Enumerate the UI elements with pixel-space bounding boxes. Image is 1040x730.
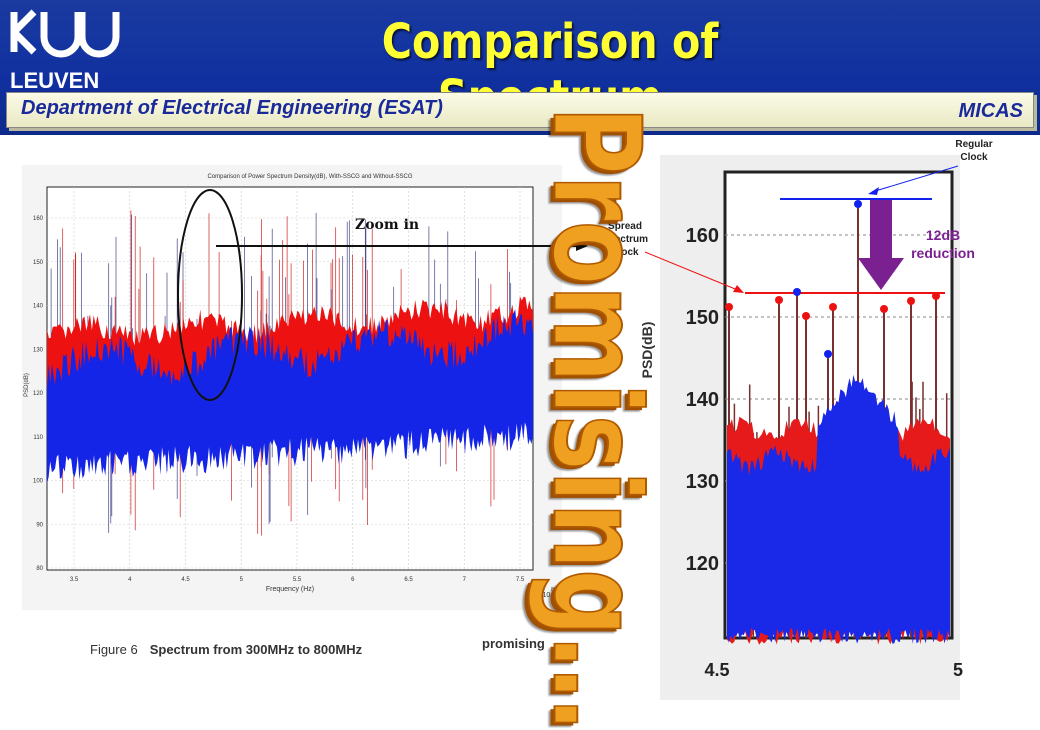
peak-marker: [932, 292, 940, 300]
left-x-tick-label: 7: [463, 577, 467, 583]
reduction-label-line2: reduction: [911, 245, 975, 261]
reg-label-line1: Regular: [955, 139, 993, 150]
zoom-arrowhead: [576, 241, 588, 251]
ssc-label-line1: Spread: [608, 221, 642, 232]
promising-wordart: Promising…: [525, 105, 666, 730]
peak-marker: [880, 305, 888, 313]
peak-marker: [907, 297, 915, 305]
peak-marker: [725, 303, 733, 311]
ssc-label-line2: Spectrum: [601, 234, 649, 245]
right-y-tick-label: 150: [686, 307, 719, 329]
figure-caption: Figure 6 Spectrum from 300MHz to 800MHz: [90, 642, 362, 657]
left-x-multiplier: x 10: [537, 592, 550, 599]
ssc-label-line3: Clock: [611, 247, 639, 258]
right-y-tick-label: 140: [686, 389, 719, 411]
department-text: Department of Electrical Engineering (ES…: [21, 97, 443, 119]
peak-marker: [802, 312, 810, 320]
left-x-tick-label: 4.5: [181, 577, 190, 583]
peak-marker: [793, 288, 801, 296]
left-y-tick-label: 90: [36, 522, 43, 528]
reduction-label-line1: 12dB: [925, 227, 961, 243]
peak-marker: [824, 350, 832, 358]
reduction-arrow: [858, 200, 904, 290]
left-y-tick-label: 160: [33, 216, 44, 222]
left-y-axis-label: PSD(dB): [24, 373, 30, 397]
peak-marker: [854, 200, 862, 208]
regular-clock-arrowhead: [868, 187, 879, 195]
zoom-ellipse: [177, 189, 243, 401]
regular-spectrum-band: [47, 309, 533, 484]
peak-marker: [829, 303, 837, 311]
left-y-tick-label: 100: [33, 479, 44, 485]
left-x-ticks: 3.5 4 4.5 5 5.5 6 6.5 7 7.5: [70, 577, 525, 583]
left-y-tick-label: 120: [33, 391, 44, 397]
left-y-tick-label: 110: [33, 435, 43, 441]
logo-text: LEUVEN: [10, 68, 99, 92]
left-x-tick-label: 3.5: [70, 577, 79, 583]
left-x-axis-label: Frequency (Hz): [266, 586, 314, 593]
right-regular-band: [727, 374, 950, 644]
left-y-ticks: 160 150 140 130 120 110 100 90 80: [33, 216, 44, 572]
right-y-ticks: 160 150 140 130 120: [686, 225, 719, 575]
left-x-tick-label: 6.5: [404, 577, 413, 583]
regular-clock-label: Regular Clock: [944, 138, 1004, 164]
figure-caption-text: Spectrum from 300MHz to 800MHz: [149, 642, 363, 657]
ssc-pointer: [644, 251, 741, 292]
right-x-tick-2: 5: [953, 660, 963, 680]
left-y-tick-label: 130: [33, 347, 44, 353]
header-banner: LEUVEN Comparison of Spectrum Department…: [0, 0, 1040, 135]
left-x-tick-label: 4: [128, 577, 132, 583]
ku-leuven-logo: LEUVEN: [10, 9, 120, 92]
left-x-tick-label: 6: [351, 577, 355, 583]
zoom-in-label: Zoom in: [355, 217, 420, 233]
reg-label-line2: Clock: [960, 152, 988, 163]
regular-clock-pointer: [871, 165, 959, 193]
left-x-tick-label: 5: [240, 577, 244, 583]
left-x-multiplier-exp: 8: [551, 587, 554, 593]
group-name: MICAS: [958, 100, 1023, 122]
right-y-tick-label: 130: [686, 471, 719, 493]
right-y-axis-label: PSD(dB): [639, 322, 655, 379]
ssc-arrowhead: [733, 285, 744, 293]
figure-label: Figure 6: [90, 642, 138, 657]
left-y-tick-label: 140: [33, 304, 44, 310]
promising-note: promising: [482, 636, 545, 651]
peak-marker: [775, 296, 783, 304]
peak-markers: [725, 200, 940, 358]
left-y-tick-label: 80: [36, 566, 43, 572]
right-y-tick-label: 120: [686, 553, 719, 575]
spread-spectrum-clock-label: Spread Spectrum Clock: [590, 220, 660, 259]
left-x-tick-label: 7.5: [516, 577, 525, 583]
left-y-tick-label: 150: [33, 260, 44, 266]
left-plot-title: Comparison of Power Spectrum Density(dB)…: [207, 174, 412, 180]
department-bar: Department of Electrical Engineering (ES…: [6, 92, 1034, 128]
right-x-tick-1: 4.5: [704, 660, 729, 680]
left-x-tick-label: 5.5: [293, 577, 302, 583]
right-y-tick-label: 160: [686, 225, 719, 247]
reduction-label: 12dB reduction: [898, 226, 988, 262]
